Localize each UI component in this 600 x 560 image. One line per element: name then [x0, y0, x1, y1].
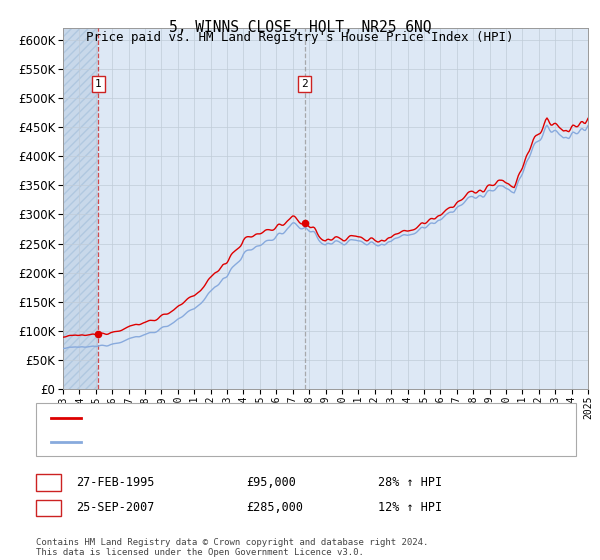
Bar — [63, 28, 98, 389]
Point — [300, 219, 310, 228]
Text: 5, WINNS CLOSE, HOLT, NR25 6NQ (detached house): 5, WINNS CLOSE, HOLT, NR25 6NQ (detached… — [90, 413, 407, 423]
Text: 25-SEP-2007: 25-SEP-2007 — [76, 501, 155, 515]
Text: HPI: Average price, detached house, North Norfolk: HPI: Average price, detached house, Nort… — [90, 436, 421, 446]
Text: 12% ↑ HPI: 12% ↑ HPI — [378, 501, 442, 515]
Text: Contains HM Land Registry data © Crown copyright and database right 2024.
This d: Contains HM Land Registry data © Crown c… — [36, 538, 428, 557]
Point — [94, 329, 103, 338]
Text: 2: 2 — [45, 501, 52, 515]
Text: Price paid vs. HM Land Registry's House Price Index (HPI): Price paid vs. HM Land Registry's House … — [86, 31, 514, 44]
Text: £95,000: £95,000 — [246, 476, 296, 489]
Text: 1: 1 — [45, 476, 52, 489]
Text: 5, WINNS CLOSE, HOLT, NR25 6NQ: 5, WINNS CLOSE, HOLT, NR25 6NQ — [169, 20, 431, 35]
Text: 27-FEB-1995: 27-FEB-1995 — [76, 476, 155, 489]
Text: 28% ↑ HPI: 28% ↑ HPI — [378, 476, 442, 489]
Text: 1: 1 — [95, 79, 102, 89]
Text: 2: 2 — [301, 79, 308, 89]
Text: £285,000: £285,000 — [246, 501, 303, 515]
